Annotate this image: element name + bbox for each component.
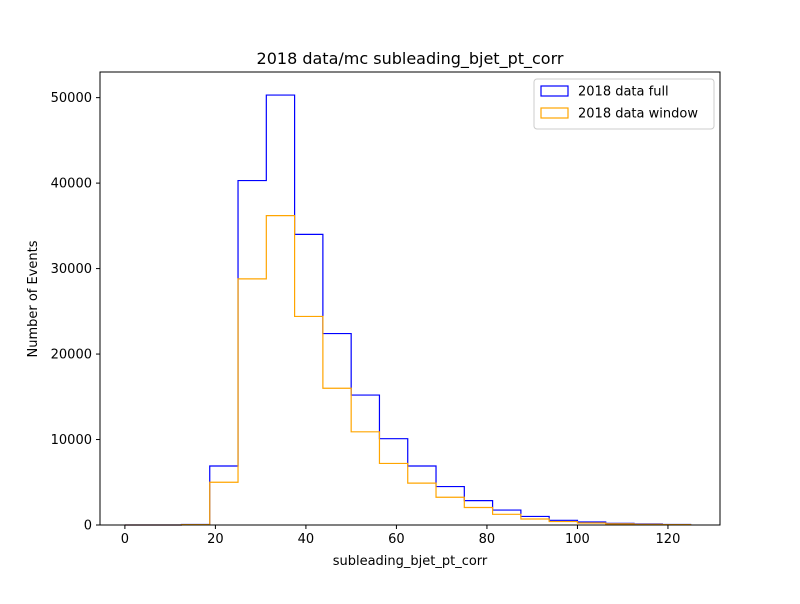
legend-box bbox=[533, 78, 715, 130]
y-tick-label: 20000 bbox=[51, 348, 92, 363]
y-tick-label: 40000 bbox=[51, 177, 92, 192]
x-tick-label: 20 bbox=[207, 532, 224, 547]
legend-swatch bbox=[540, 85, 569, 97]
x-tick-label: 100 bbox=[565, 532, 590, 547]
axes-frame bbox=[99, 71, 721, 526]
x-axis-title: subleading_bjet_pt_corr bbox=[333, 554, 488, 569]
x-tick-label: 40 bbox=[298, 532, 315, 547]
legend-label: 2018 data full bbox=[578, 85, 669, 100]
y-tick-label: 0 bbox=[84, 519, 92, 534]
y-tick-label: 50000 bbox=[51, 91, 92, 106]
legend-label: 2018 data window bbox=[578, 107, 698, 122]
legend-swatch bbox=[540, 107, 569, 119]
y-axis-title: Number of Events bbox=[26, 240, 41, 357]
x-tick-label: 60 bbox=[388, 532, 405, 547]
y-tick-label: 30000 bbox=[51, 262, 92, 277]
legend: 2018 data full 2018 data window bbox=[533, 78, 715, 130]
chart-title: 2018 data/mc subleading_bjet_pt_corr bbox=[257, 49, 564, 69]
x-tick-label: 0 bbox=[121, 532, 129, 547]
y-tick-label: 10000 bbox=[51, 433, 92, 448]
histogram-series-2018-data-window bbox=[124, 214, 692, 526]
plot-area: 0 20 40 60 80 100 120 0 10000 20000 30000 40000 5000… bbox=[51, 71, 721, 547]
x-tick-label: 80 bbox=[479, 532, 496, 547]
x-tick-label: 120 bbox=[656, 532, 681, 547]
